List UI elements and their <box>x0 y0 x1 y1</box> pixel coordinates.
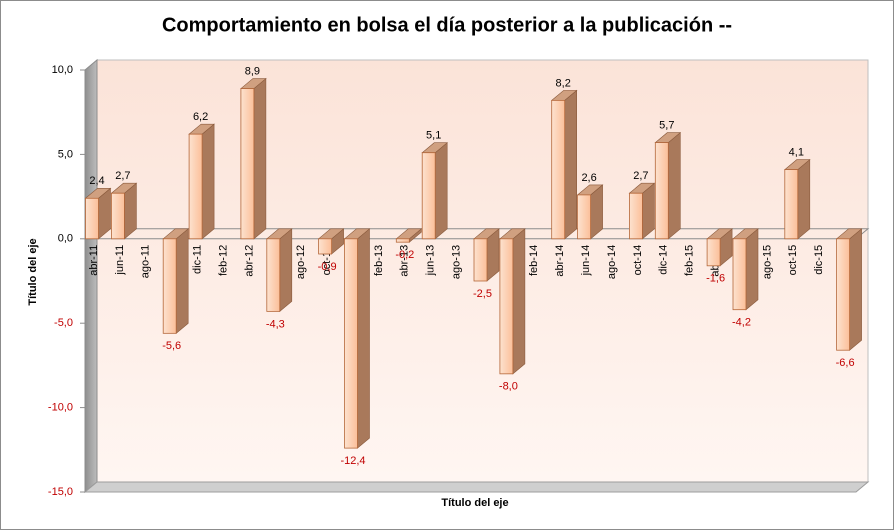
bar-side <box>279 228 293 313</box>
bar-side <box>201 123 215 240</box>
x-tick-label: abr-12 <box>243 245 255 277</box>
x-tick-label: dic-15 <box>813 245 825 275</box>
bar <box>318 238 333 255</box>
bar <box>395 238 410 243</box>
x-tick-label: jun-13 <box>425 245 437 277</box>
bar-side <box>797 158 811 240</box>
bar-side <box>512 228 526 375</box>
data-label: -0,2 <box>395 249 414 261</box>
bar <box>266 238 281 312</box>
data-label: -1,6 <box>706 273 725 285</box>
bar-side <box>849 228 862 351</box>
x-tick-label: jun-11 <box>114 245 126 276</box>
bar-side <box>564 89 578 240</box>
bar <box>577 194 591 240</box>
y-tick-label: -5,0 <box>54 317 73 329</box>
bar-side <box>667 131 681 240</box>
bar <box>421 152 436 240</box>
x-tick-label: abr-11 <box>88 245 100 276</box>
bar-side <box>745 228 759 311</box>
bar <box>499 238 514 375</box>
y-tick-label: 5,0 <box>58 148 73 160</box>
data-label: 8,2 <box>556 77 571 89</box>
data-label: 5,7 <box>659 119 674 131</box>
data-label: 2,6 <box>581 172 596 184</box>
x-tick-label: dic-11 <box>192 245 204 274</box>
bar-side <box>357 228 370 449</box>
y-axis-title: Título del eje <box>27 238 39 305</box>
data-label: 6,2 <box>193 111 208 123</box>
x-tick-label: ago-12 <box>295 245 307 279</box>
bar-side <box>175 228 189 334</box>
x-tick-label: ago-13 <box>451 245 463 279</box>
data-label: -4,2 <box>732 317 751 329</box>
y-tick-label: -10,0 <box>48 402 73 414</box>
bar <box>784 169 799 240</box>
x-tick-label: jun-14 <box>580 245 592 277</box>
x-tick-label: feb-14 <box>528 245 540 276</box>
x-tick-label: ago-11 <box>140 245 152 278</box>
data-label: -4,3 <box>266 318 285 330</box>
data-label: 2,7 <box>633 170 648 182</box>
data-label: -8,0 <box>499 381 518 393</box>
x-tick-label: dic-14 <box>658 245 670 275</box>
bar-side <box>253 77 267 240</box>
data-label: 2,4 <box>89 175 104 187</box>
y-tick-label: 10,0 <box>52 64 73 76</box>
bar <box>240 88 255 240</box>
data-label: -12,4 <box>340 455 365 467</box>
x-tick-label: feb-15 <box>684 245 696 276</box>
x-tick-label: feb-13 <box>373 245 385 276</box>
floor <box>83 481 870 493</box>
bar <box>551 99 566 240</box>
data-label: 2,7 <box>115 170 130 182</box>
bar-side <box>434 142 448 240</box>
data-label: -0,9 <box>318 261 337 273</box>
bar <box>473 238 488 282</box>
data-label: -2,5 <box>473 288 492 300</box>
bar <box>706 238 721 267</box>
bar <box>629 192 643 240</box>
bar <box>111 192 125 240</box>
x-tick-label: oct-14 <box>632 245 644 276</box>
y-tick-label: 0,0 <box>58 233 73 245</box>
y-tick-label: -15,0 <box>48 486 73 498</box>
x-tick-label: oct-15 <box>787 245 799 276</box>
x-axis-title: Título del eje <box>441 497 508 509</box>
x-tick-label: abr-13 <box>399 245 411 277</box>
x-tick-label: feb-12 <box>217 245 229 276</box>
bar <box>836 238 850 351</box>
chart-title: Comportamiento en bolsa el día posterior… <box>162 14 732 36</box>
bar <box>344 238 358 449</box>
bar <box>85 197 99 240</box>
data-label: 8,9 <box>245 65 260 77</box>
bar <box>162 238 177 334</box>
data-label: 4,1 <box>789 146 804 158</box>
bar <box>732 238 747 311</box>
bar <box>654 142 669 240</box>
bar <box>188 133 203 240</box>
x-tick-label: abr-14 <box>554 245 566 277</box>
data-label: 5,1 <box>426 130 441 142</box>
data-label: -6,6 <box>836 357 855 369</box>
x-tick-label: ago-15 <box>761 245 773 279</box>
data-label: -5,6 <box>162 340 181 352</box>
x-tick-label: ago-14 <box>606 245 618 279</box>
